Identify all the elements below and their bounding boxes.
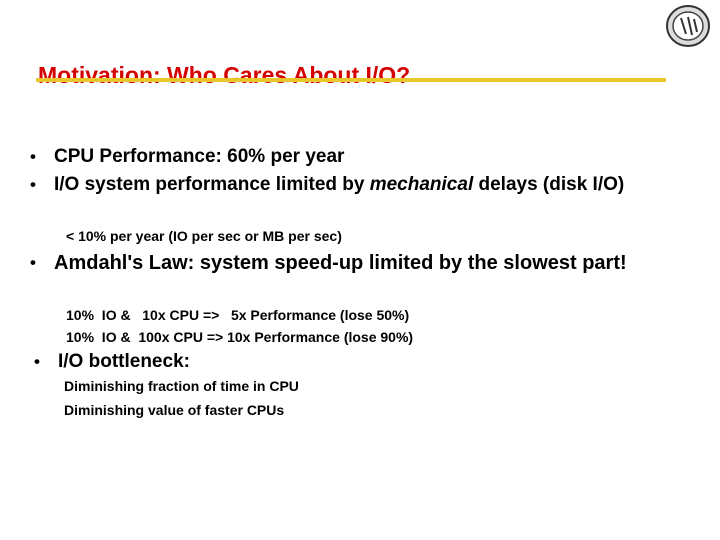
sub-item: Diminishing value of faster CPUs	[64, 402, 285, 418]
sub-item: 10% IO & 10x CPU => 5x Performance (lose…	[66, 307, 410, 323]
bullet: Amdahl's Law: system speed-up limited by…	[30, 249, 694, 277]
sub-item: Diminishing fraction of time in CPU	[64, 378, 299, 394]
slide-title: Motivation: Who Cares About I/O?	[38, 62, 411, 88]
bullet: I/O system performance limited by mechan…	[30, 171, 674, 199]
bullet-text: I/O system performance limited by	[54, 174, 370, 195]
sub-item: 10% IO & 100x CPU => 10x Performance (lo…	[66, 329, 414, 345]
title-underline	[36, 78, 666, 82]
sub-item: < 10% per year (IO per sec or MB per sec…	[66, 228, 342, 244]
bullet: I/O bottleneck:	[34, 348, 698, 376]
bullet: CPU Performance: 60% per year	[30, 143, 694, 171]
bullet-emphasis: mechanical	[369, 174, 474, 195]
logo	[666, 5, 710, 47]
bullet-text: delays (disk I/O)	[473, 174, 625, 195]
